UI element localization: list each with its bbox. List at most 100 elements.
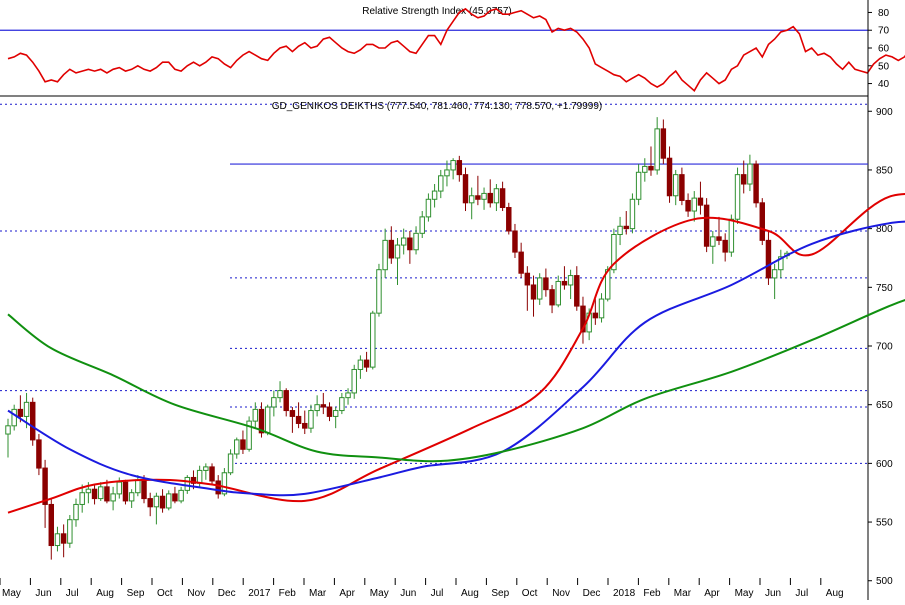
candle xyxy=(215,475,221,499)
candle xyxy=(166,490,172,511)
candle-body-down xyxy=(215,480,221,495)
price-tick-label: 650 xyxy=(876,400,893,411)
candle-body-up xyxy=(747,163,753,185)
candle-body-up xyxy=(11,408,17,427)
candle xyxy=(666,146,673,203)
candle xyxy=(642,158,648,182)
candle xyxy=(481,187,487,210)
candle xyxy=(685,193,691,217)
candle xyxy=(351,364,357,399)
candle-body-up xyxy=(54,533,61,547)
candle xyxy=(209,463,215,485)
candle xyxy=(487,179,493,208)
candle xyxy=(493,184,500,212)
price-tick-label: 850 xyxy=(876,165,893,176)
candle xyxy=(234,437,240,459)
candle xyxy=(289,407,296,433)
candle-body-down xyxy=(388,239,395,259)
candle-body-up xyxy=(110,493,116,502)
candle-body-up xyxy=(196,469,203,484)
x-month-label: 2018 xyxy=(613,588,636,599)
candle xyxy=(308,404,314,433)
x-month-label: May xyxy=(735,588,754,599)
candle xyxy=(654,117,660,175)
candle xyxy=(543,268,549,297)
candle xyxy=(555,275,561,308)
candle xyxy=(629,193,636,234)
candle-body-down xyxy=(549,289,555,306)
x-month-label: Sep xyxy=(491,588,509,599)
candle-body-down xyxy=(499,188,506,209)
candle-body-down xyxy=(407,237,413,251)
candle-body-down xyxy=(592,312,599,319)
rsi-panel: Relative Strength Index (45.0757) 40 50 60… xyxy=(0,6,905,92)
candle-body-up xyxy=(135,479,141,494)
candle xyxy=(747,154,753,192)
candle xyxy=(580,296,586,344)
x-month-label: Mar xyxy=(674,588,692,599)
candle xyxy=(438,169,444,199)
candle-body-up xyxy=(413,232,419,251)
candle xyxy=(623,211,629,235)
candle-body-down xyxy=(104,486,110,502)
candle xyxy=(277,381,283,403)
candle xyxy=(567,269,574,300)
candle xyxy=(314,395,320,417)
x-month-label: Jun xyxy=(35,588,51,599)
x-month-label: Nov xyxy=(552,588,570,599)
candle xyxy=(252,402,259,429)
candle xyxy=(73,498,79,527)
candle-body-up xyxy=(567,275,574,286)
candle-body-down xyxy=(141,479,147,500)
candle-body-down xyxy=(289,410,296,417)
candle-body-up xyxy=(642,165,648,173)
candle-body-down xyxy=(326,406,333,417)
x-month-label: Aug xyxy=(826,588,844,599)
candle-body-down xyxy=(740,174,747,185)
x-month-label: 2017 xyxy=(248,588,271,599)
candle xyxy=(302,410,308,435)
candle xyxy=(400,228,407,255)
rsi-tick-label: 80 xyxy=(878,8,890,19)
candle-body-up xyxy=(332,410,339,417)
candle xyxy=(382,228,388,278)
x-month-label: Oct xyxy=(522,588,538,599)
candle xyxy=(635,164,642,206)
candle xyxy=(778,249,784,278)
candle-body-down xyxy=(561,280,568,286)
candle-body-down xyxy=(475,195,481,200)
candle-body-down xyxy=(209,466,215,482)
candle xyxy=(159,489,166,513)
rsi-y-axis: 40 50 60 70 80 xyxy=(868,8,890,90)
candle-body-up xyxy=(271,397,277,408)
candle-body-up xyxy=(184,476,191,491)
price-grid xyxy=(0,103,868,464)
price-tick-label: 500 xyxy=(876,576,893,587)
candle-body-up xyxy=(98,486,104,500)
candle-body-up xyxy=(314,404,320,412)
candle-body-up xyxy=(778,256,784,271)
x-month-label: Oct xyxy=(157,588,173,599)
candle xyxy=(5,418,11,458)
candle xyxy=(91,484,98,505)
candle-body-down xyxy=(302,422,308,429)
candle-body-down xyxy=(759,202,765,241)
candle-body-down xyxy=(258,408,265,434)
x-month-label: Apr xyxy=(704,588,720,599)
candle xyxy=(67,515,73,548)
x-month-label: Nov xyxy=(187,588,205,599)
candle-body-down xyxy=(530,284,537,300)
candle xyxy=(512,223,518,258)
rsi-tick-label: 70 xyxy=(878,26,890,37)
candle-body-down xyxy=(363,359,370,368)
candle-body-up xyxy=(629,198,636,230)
candle-body-up xyxy=(79,492,85,505)
candle-body-down xyxy=(697,197,704,206)
candle xyxy=(104,479,110,504)
candle-body-up xyxy=(468,195,475,204)
candle-body-up xyxy=(635,171,642,200)
candle-body-down xyxy=(190,476,197,484)
candle xyxy=(326,402,333,422)
x-month-label: Aug xyxy=(461,588,479,599)
price-title: GD_GENIKOS DEIKTHS (777.540, 781.460, 77… xyxy=(272,101,603,112)
